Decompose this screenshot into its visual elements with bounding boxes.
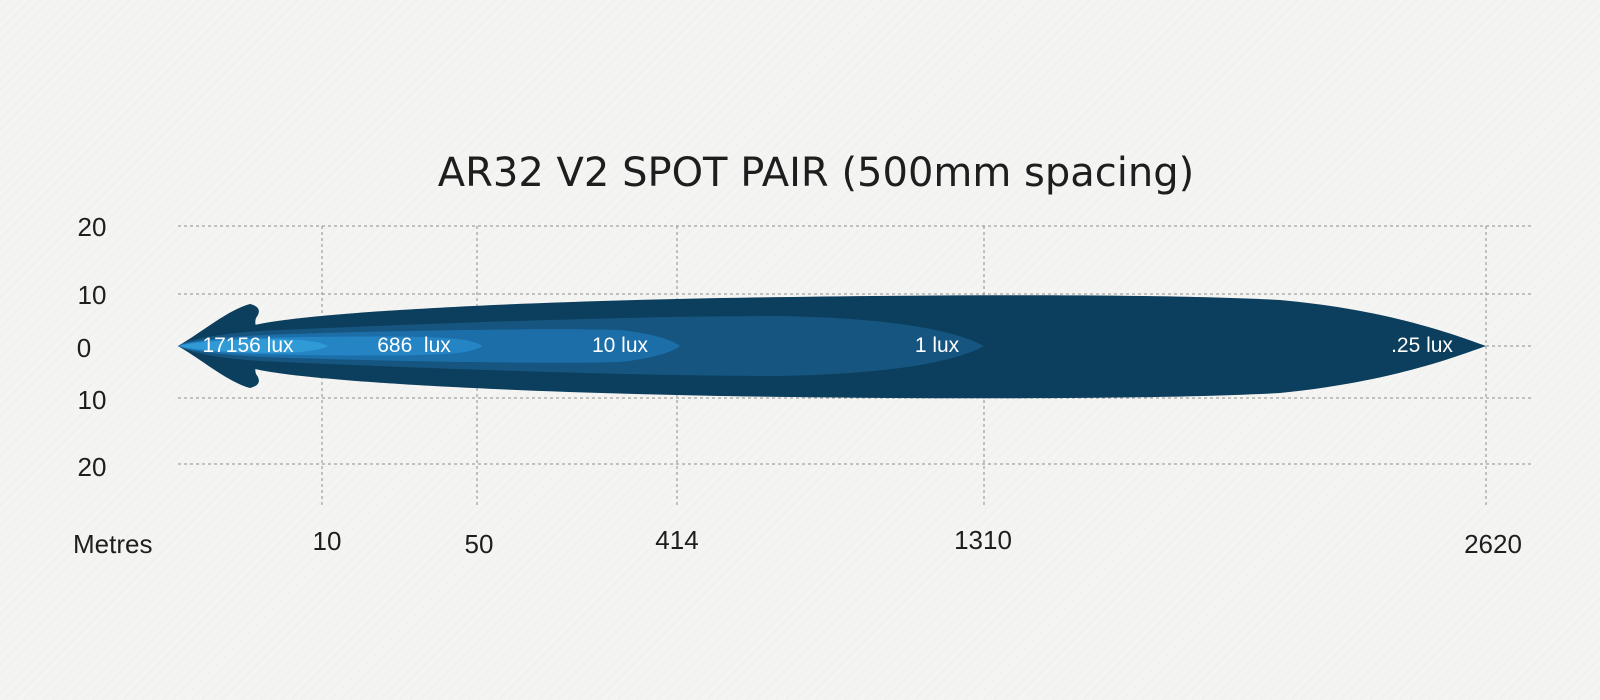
lux-labels: 17156 lux 686 lux 10 lux 1 lux .25 lux bbox=[202, 334, 1453, 357]
lux-label-17156: 17156 lux bbox=[202, 334, 294, 357]
lux-label-686: 686 lux bbox=[377, 334, 451, 357]
x-tick-label: 1310 bbox=[954, 525, 1012, 555]
lux-label-1: 1 lux bbox=[915, 334, 960, 357]
x-tick-label: 10 bbox=[313, 526, 342, 556]
beam-pattern bbox=[178, 295, 1486, 399]
x-tick-label: 414 bbox=[655, 525, 698, 555]
y-tick-label: 20 bbox=[78, 212, 107, 242]
x-axis-label: Metres bbox=[73, 529, 152, 559]
chart-title: AR32 V2 SPOT PAIR (500mm spacing) bbox=[438, 150, 1194, 196]
x-axis: Metres 10 50 414 1310 2620 bbox=[73, 525, 1522, 559]
lux-label-10: 10 lux bbox=[592, 334, 649, 357]
x-tick-label: 50 bbox=[465, 529, 494, 559]
y-tick-label: 20 bbox=[78, 452, 107, 482]
lux-label-025: .25 lux bbox=[1391, 334, 1453, 357]
y-tick-label: 10 bbox=[78, 385, 107, 415]
y-tick-label: 0 bbox=[77, 333, 91, 363]
y-tick-label: 10 bbox=[78, 280, 107, 310]
beam-zone-17156-lux bbox=[180, 339, 328, 353]
x-tick-label: 2620 bbox=[1464, 529, 1522, 559]
y-axis: 20 10 0 10 20 bbox=[77, 212, 107, 482]
